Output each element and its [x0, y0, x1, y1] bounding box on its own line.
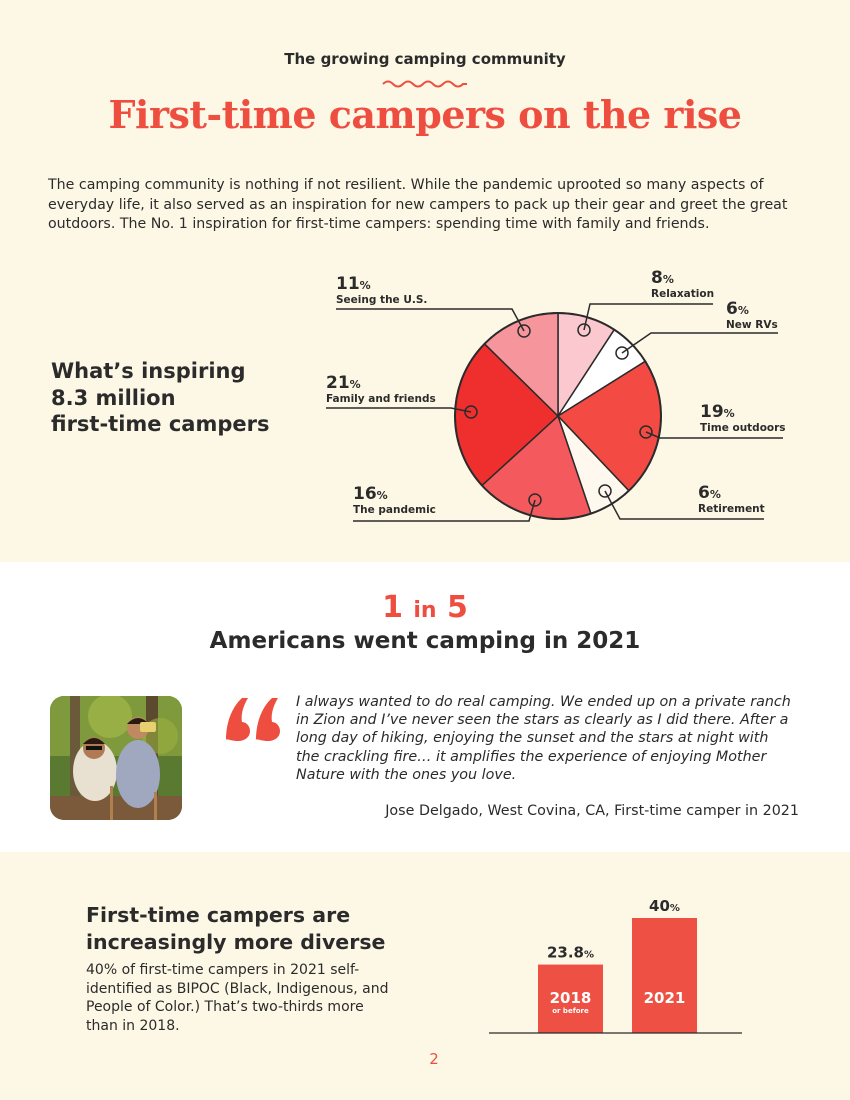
pie-heading-line: What’s inspiring — [51, 359, 246, 383]
pie-heading: What’s inspiring 8.3 million first-time … — [51, 358, 311, 438]
intro-paragraph: The camping community is nothing if not … — [48, 177, 788, 232]
pie-leader-line — [621, 332, 778, 354]
pie-leader-dot — [615, 346, 629, 360]
page-number: 2 — [429, 1050, 439, 1068]
pie-leader-line — [353, 499, 536, 522]
page-title: First-time campers on the rise — [108, 92, 742, 137]
pie-value-label: 21 — [326, 373, 350, 393]
pie-value-label: 11 — [336, 274, 360, 294]
pie-label-time-outdoors: 19% Time outdoors — [700, 402, 786, 434]
stat-number: 1 — [382, 590, 403, 625]
pie-outline — [454, 312, 662, 520]
stat-denominator: 5 — [447, 590, 468, 625]
diversity-heading: First-time campers are increasingly more… — [86, 902, 416, 955]
diversity-paragraph: 40% of first-time campers in 2021 self-i… — [86, 962, 389, 1034]
pie-leader-dot — [464, 405, 478, 419]
stat-caption: Americans went camping in 2021 — [209, 628, 641, 654]
pie-value-label: 6 — [698, 483, 710, 503]
pie-unit-label: % — [359, 279, 371, 292]
bar-category-label: 2018 — [550, 989, 592, 1007]
squiggle-divider — [382, 80, 467, 88]
pie-value-label: 6 — [726, 299, 738, 319]
pie-category-label: Seeing the U.S. — [336, 294, 428, 306]
pie-leader-dot — [528, 493, 542, 507]
pie-leader-line — [336, 308, 525, 332]
pie-leader-line — [326, 407, 472, 413]
pie-unit-label: % — [662, 273, 674, 286]
bar-2018 — [538, 964, 603, 1033]
pie-leader-dot — [639, 425, 653, 439]
camper-photo-illustration — [50, 696, 182, 820]
pie-label-retirement: 6% Retirement — [698, 483, 765, 515]
pie-unit-label: % — [723, 407, 735, 420]
pie-label-relaxation: 8% Relaxation — [651, 268, 714, 300]
stat-ratio: 1 in 5 — [0, 590, 850, 625]
diversity-heading-line: increasingly more diverse — [86, 929, 386, 954]
camper-photo — [50, 696, 182, 820]
section-subtitle: The growing camping community — [284, 50, 566, 68]
pie-label-new-rvs: 6% New RVs — [726, 299, 778, 331]
pie-leader-dot — [577, 323, 591, 337]
bar-category-note: or before — [552, 1007, 589, 1015]
pie-label-family-and-friends: 21% Family and friends — [326, 373, 436, 405]
pie-heading-line: 8.3 million — [51, 385, 176, 410]
pie-category-label: Family and friends — [326, 393, 436, 405]
pie-value-label: 8 — [651, 268, 663, 288]
pie-leader-dot — [517, 324, 531, 338]
pie-value-label: 16 — [353, 484, 377, 504]
pie-unit-label: % — [349, 378, 361, 391]
pie-unit-label: % — [737, 304, 749, 317]
pie-leader-line — [583, 303, 713, 331]
pie-category-label: Time outdoors — [700, 422, 786, 434]
pie-leaders — [326, 303, 783, 522]
pie-label-the-pandemic: 16% The pandemic — [353, 484, 436, 516]
inspiration-pie-chart — [326, 303, 783, 522]
pie-category-label: New RVs — [726, 319, 778, 331]
pie-category-label: Relaxation — [651, 288, 715, 300]
bar-value-label: 23.8% — [547, 944, 594, 962]
pie-unit-label: % — [376, 489, 388, 502]
stat-in: in — [413, 598, 437, 623]
bar-2021 — [632, 918, 697, 1033]
quote-mark-icon — [226, 698, 280, 741]
quote-attribution: Jose Delgado, West Covina, CA, First-tim… — [385, 803, 799, 819]
pie-leader-line — [645, 431, 783, 439]
pie-slices — [454, 312, 662, 520]
pie-category-label: The pandemic — [353, 504, 436, 516]
pie-category-label: Retirement — [698, 503, 765, 515]
pie-leader-line — [604, 490, 764, 520]
diversity-heading-line: First-time campers are — [86, 903, 351, 927]
pie-unit-label: % — [709, 488, 721, 501]
bar-category-label: 2021 — [644, 989, 686, 1007]
testimonial-quote: I always wanted to do real camping. We e… — [296, 694, 791, 783]
pie-value-label: 19 — [700, 402, 724, 422]
pie-leader-dot — [598, 484, 612, 498]
pie-label-seeing-the-us: 11% Seeing the U.S. — [336, 274, 427, 306]
bar-value-label: 40% — [649, 897, 680, 915]
pie-heading-line: first-time campers — [51, 412, 270, 436]
